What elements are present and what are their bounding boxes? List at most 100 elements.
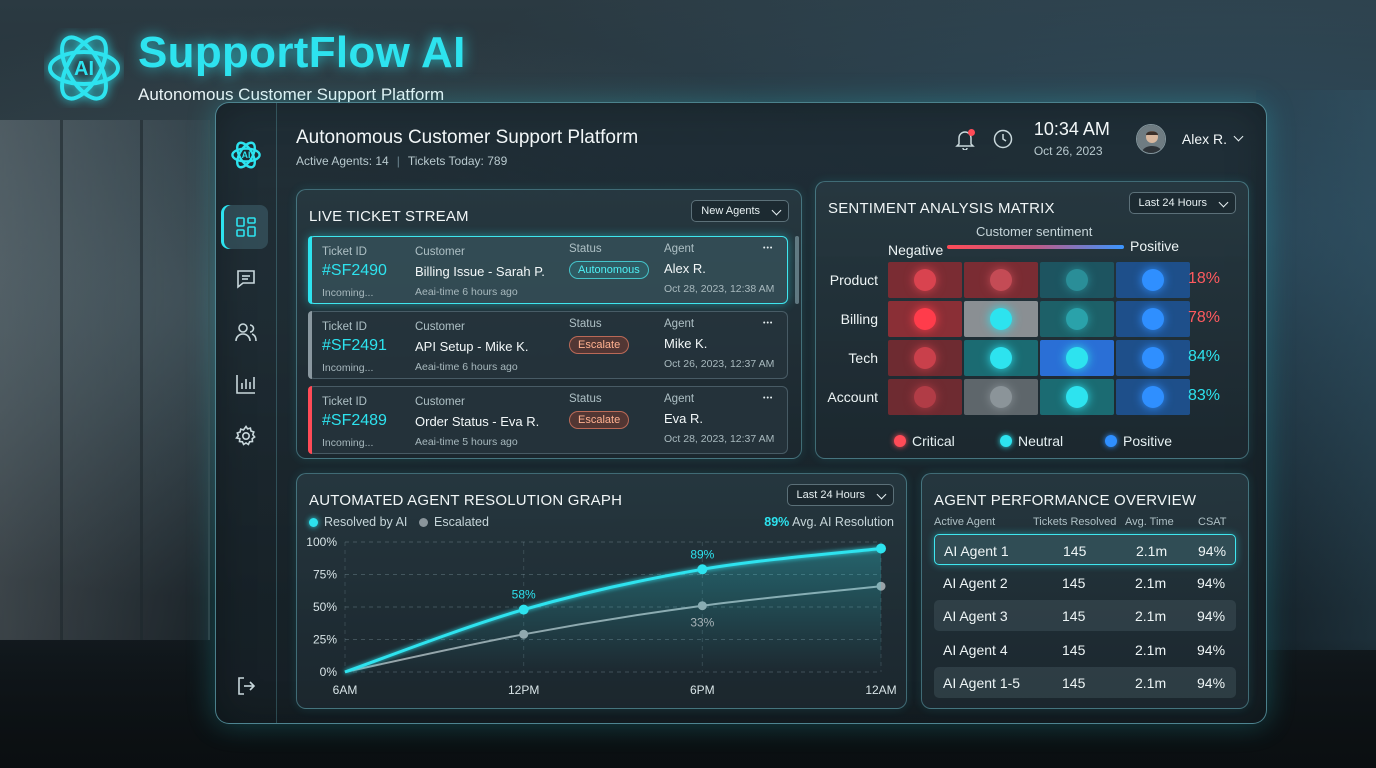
sentiment-row-label: Product [829, 272, 878, 288]
table-row[interactable]: AI Agent 2 145 2.1m 94% [934, 567, 1236, 598]
ticket-row[interactable]: Ticket ID #SF2491 Incoming... Customer API S… [308, 311, 788, 379]
resolution-filter-dropdown[interactable]: Last 24 Hours [786, 484, 894, 506]
sidebar-item-chat[interactable] [224, 257, 268, 301]
users-icon [235, 323, 257, 342]
sentiment-cell[interactable] [1040, 379, 1114, 415]
sidebar-item-dashboard[interactable] [224, 205, 268, 249]
legend-resolved-dot [309, 517, 318, 527]
agent-name: AI Agent 1-5 [943, 674, 1021, 691]
sentiment-legend-item: Neutral [1000, 433, 1063, 449]
time-block: 10:34 AM Oct 26, 2023 [1034, 119, 1110, 158]
data-label: 89% [690, 547, 714, 561]
sentiment-matrix-card: SENTIMENT ANALYSIS MATRIX Last 24 Hours … [815, 181, 1249, 459]
data-label: 58% [512, 588, 536, 602]
x-tick-label: 12PM [508, 683, 539, 697]
sentiment-dot [914, 347, 936, 369]
clock-button[interactable] [992, 128, 1014, 150]
sentiment-cell[interactable] [1040, 340, 1114, 376]
sidebar-item-users[interactable] [224, 310, 268, 354]
ticket-time-note: Aeai-time 6 hours ago [415, 286, 518, 298]
sidebar-item-logout[interactable] [224, 664, 268, 708]
sentiment-filter-label: Last 24 Hours [1138, 197, 1207, 209]
data-point-resolved [697, 564, 708, 575]
table-row[interactable]: AI Agent 4 145 2.1m 94% [934, 634, 1236, 665]
sentiment-cell[interactable] [964, 379, 1038, 415]
chevron-down-icon [771, 205, 782, 216]
ticket-id: #SF2491 [322, 337, 387, 354]
ticket-scrollbar[interactable] [795, 236, 799, 304]
agent-name: AI Agent 3 [943, 608, 1008, 625]
notifications-button[interactable] [954, 128, 976, 151]
sentiment-cell[interactable] [888, 379, 962, 415]
sentiment-cell[interactable] [888, 301, 962, 337]
user-menu[interactable]: Alex R. [1182, 131, 1244, 147]
sentiment-cell[interactable] [888, 262, 962, 298]
sidebar-item-analytics[interactable] [224, 362, 268, 406]
sentiment-dot [1066, 347, 1088, 369]
sentiment-cell[interactable] [888, 340, 962, 376]
ticket-agent: Alex R. [664, 261, 706, 276]
data-label: 33% [690, 616, 714, 630]
sentiment-cell[interactable] [1040, 301, 1114, 337]
brand-logo-text: AI [74, 58, 94, 80]
sentiment-cell[interactable] [1116, 340, 1190, 376]
status-badge: Escalate [569, 411, 630, 429]
avg-time: 2.1m [1135, 641, 1167, 658]
sentiment-cell[interactable] [964, 340, 1038, 376]
current-date: Oct 26, 2023 [1033, 144, 1103, 158]
table-row[interactable]: AI Agent 3 145 2.1m 94% [934, 600, 1236, 632]
sentiment-cell[interactable] [1116, 301, 1190, 337]
status-label: Status [569, 393, 602, 405]
sentiment-cell[interactable] [964, 262, 1038, 298]
sentiment-dot [914, 269, 936, 291]
agent-label: Agent [664, 243, 695, 255]
ticket-substatus: Incoming... [322, 362, 374, 374]
avg-time: 2.1m [1135, 608, 1167, 625]
legend-escalated-dot [419, 517, 428, 527]
resolved-area [345, 548, 881, 672]
col-avg-time: Avg. Time [1125, 516, 1174, 528]
svg-text:AI: AI [242, 150, 251, 160]
more-options-icon[interactable]: ••• [763, 245, 774, 252]
sentiment-row-percent: 18% [1188, 270, 1221, 287]
sentiment-filter-dropdown[interactable]: Last 24 Hours [1128, 192, 1236, 214]
notification-dot [967, 128, 975, 136]
table-row[interactable]: AI Agent 1 145 2.1m 94% [934, 534, 1236, 565]
csat-score: 94% [1197, 608, 1226, 625]
ticket-filter-dropdown[interactable]: New Agents [691, 200, 789, 222]
resolution-graph-card: AUTOMATED AGENT RESOLUTION GRAPH Last 24… [296, 473, 907, 709]
table-row[interactable]: AI Agent 1-5 145 2.1m 94% [934, 666, 1236, 698]
customer-label: Customer [415, 246, 465, 258]
ticket-row[interactable]: Ticket ID #SF2489 Incoming... Customer Order… [308, 386, 788, 454]
tickets-resolved: 145 [1063, 543, 1087, 559]
y-tick-label: 25% [313, 633, 337, 647]
y-tick-label: 0% [320, 665, 338, 679]
data-point-resolved [518, 604, 529, 615]
sentiment-negative-label: Negative [888, 242, 944, 258]
sentiment-row-label: Account [827, 389, 878, 405]
resolution-line-chart: 0% 25% 50% 75% 100% 6AM 12PM 6PM 12AM 58% 89% 33% [306, 535, 896, 697]
ticket-row[interactable]: Ticket ID #SF2490 Incoming... Customer Billi… [308, 236, 788, 304]
chat-icon [237, 270, 255, 289]
clock-icon [993, 129, 1013, 148]
ticket-substatus: Incoming... [322, 437, 374, 449]
sentiment-cell[interactable] [1116, 262, 1190, 298]
sentiment-cell[interactable] [1040, 262, 1114, 298]
dashboard-icon [236, 217, 256, 237]
sentiment-cell[interactable] [1116, 379, 1190, 415]
ticket-accent-bar [308, 236, 312, 304]
csat-score: 94% [1197, 641, 1226, 658]
sentiment-cell[interactable] [964, 301, 1038, 337]
sentiment-row-percent: 84% [1188, 348, 1221, 365]
avatar[interactable] [1135, 123, 1166, 154]
more-options-icon[interactable]: ••• [763, 395, 774, 402]
sidebar: AI [216, 103, 277, 723]
agent-name: AI Agent 1 [944, 543, 1009, 559]
more-options-icon[interactable]: ••• [763, 320, 774, 327]
ticket-time-note: Aeai-time 5 hours ago [415, 436, 518, 448]
bar-chart-icon [236, 375, 255, 394]
data-point-resolved [876, 543, 886, 554]
page-title: Autonomous Customer Support Platform [296, 127, 639, 148]
sidebar-item-settings[interactable] [224, 414, 268, 458]
sentiment-dot [990, 308, 1012, 330]
